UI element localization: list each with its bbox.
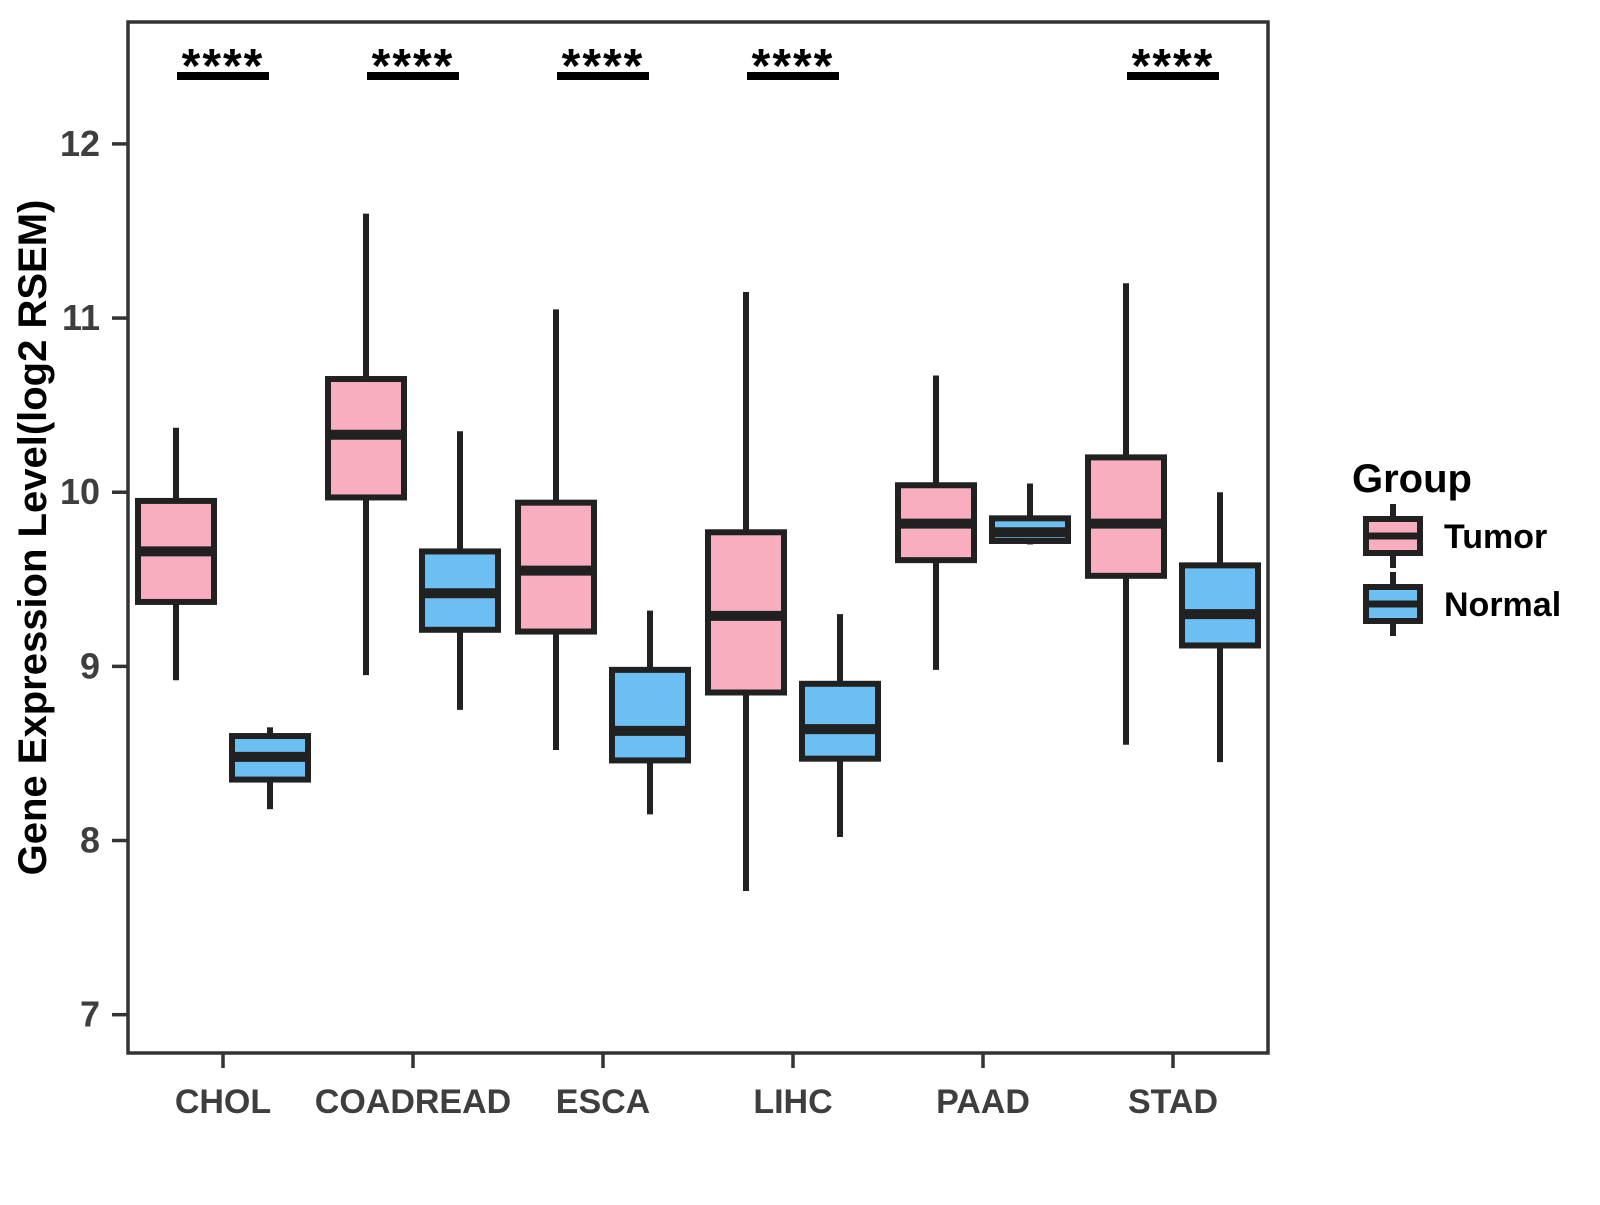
y-tick-label: 12 [60, 123, 100, 164]
iqr-box [609, 666, 691, 764]
legend-entry-normal: Normal [1363, 572, 1561, 636]
box-esca-tumor [515, 309, 597, 750]
iqr-box [799, 680, 881, 762]
box-chol-tumor [135, 427, 217, 681]
significance-underline-stad [1127, 72, 1219, 80]
x-tick-label-lihc: LIHC [753, 1083, 832, 1121]
legend-title: Group [1352, 457, 1472, 501]
significance-underline-lihc [747, 72, 839, 80]
significance-stars-chol: **** [182, 40, 265, 93]
significance-stars-coadread: **** [372, 40, 455, 93]
plot-panel-border [126, 20, 1270, 1055]
significance-stars-stad: **** [1132, 40, 1215, 93]
box-chol-normal [229, 727, 311, 810]
y-axis-title: Gene Expression Level(log2 RSEM) [11, 200, 55, 876]
iqr-box [1085, 454, 1167, 579]
box-paad-tumor [895, 375, 977, 670]
y-tick-label: 10 [60, 471, 100, 512]
x-tick-label-stad: STAD [1128, 1083, 1218, 1121]
y-tick-label: 11 [62, 297, 100, 338]
box-lihc-tumor [705, 291, 787, 892]
y-tick-label: 9 [80, 645, 100, 686]
box-coadread-normal [419, 431, 501, 710]
iqr-box [1179, 562, 1261, 649]
box-stad-tumor [1085, 283, 1167, 745]
x-tick-label-paad: PAAD [936, 1083, 1030, 1121]
significance-underline-coadread [367, 72, 459, 80]
significance-stars-lihc: **** [752, 40, 835, 93]
significance-stars-esca: **** [562, 40, 645, 93]
box-lihc-normal [799, 614, 881, 838]
y-tick-label: 8 [80, 820, 100, 861]
significance-underline-esca [557, 72, 649, 80]
legend-label-tumor: Tumor [1444, 518, 1547, 556]
y-tick-label: 7 [80, 994, 100, 1035]
x-tick-label-esca: ESCA [556, 1083, 650, 1121]
legend-entry-tumor: Tumor [1363, 504, 1547, 568]
x-tick-label-chol: CHOL [175, 1083, 271, 1121]
legend-label-normal: Normal [1444, 586, 1561, 624]
box-coadread-tumor [325, 213, 407, 676]
significance-underline-chol [177, 72, 269, 80]
box-esca-normal [609, 610, 691, 815]
x-tick-label-coadread: COADREAD [315, 1083, 511, 1121]
box-stad-normal [1179, 492, 1261, 763]
box-paad-normal [989, 483, 1071, 545]
